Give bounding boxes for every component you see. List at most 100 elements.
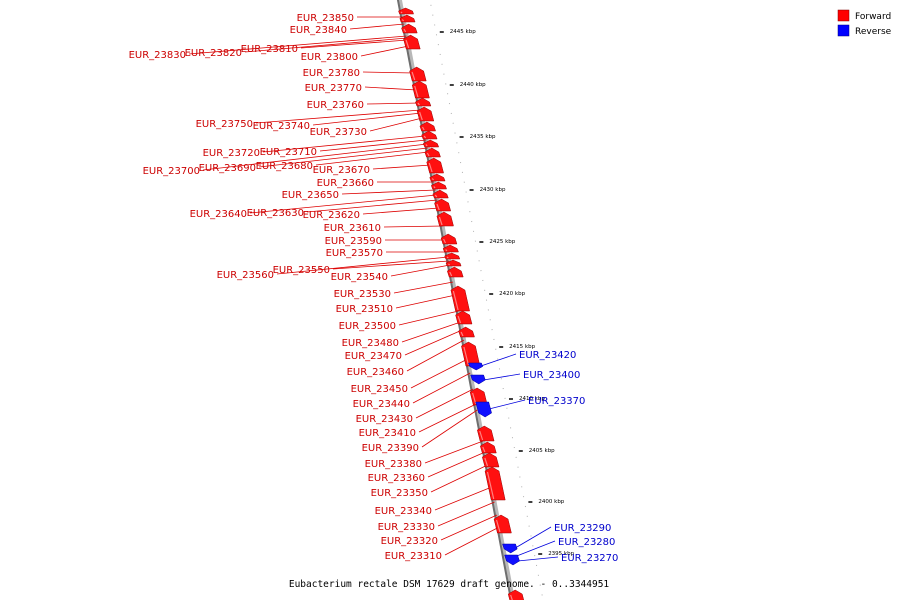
forward-gene-label[interactable]: EUR_23640 — [190, 209, 247, 220]
forward-leader-line — [188, 35, 407, 55]
forward-gene-label[interactable]: EUR_23590 — [325, 236, 382, 247]
forward-leader-line — [362, 71, 414, 74]
forward-gene-label[interactable]: EUR_23530 — [334, 289, 391, 300]
gene-highlight — [431, 178, 435, 181]
forward-gene-label[interactable]: EUR_23690 — [199, 163, 256, 174]
gene-highlight — [452, 290, 459, 311]
forward-gene-label[interactable]: EUR_23730 — [310, 127, 367, 138]
forward-gene-label[interactable]: EUR_23750 — [196, 119, 253, 130]
forward-gene-label[interactable]: EUR_23770 — [305, 83, 362, 94]
gene-highlight — [495, 519, 501, 533]
forward-gene-label[interactable]: EUR_23570 — [326, 248, 383, 259]
forward-gene-label[interactable]: EUR_23350 — [371, 488, 428, 499]
reverse-gene-label[interactable]: EUR_23290 — [554, 523, 611, 534]
scale-tick-label: 2425 kbp — [489, 239, 515, 245]
forward-leader-line — [406, 339, 465, 372]
forward-gene-label[interactable]: EUR_23540 — [331, 272, 388, 283]
forward-leader-line — [319, 139, 427, 152]
forward-gene-label[interactable]: EUR_23610 — [324, 223, 381, 234]
forward-gene-label[interactable]: EUR_23410 — [359, 428, 416, 439]
forward-gene-label[interactable]: EUR_23680 — [256, 161, 313, 172]
forward-gene-label[interactable]: EUR_23720 — [203, 148, 260, 159]
forward-gene-label[interactable]: EUR_23310 — [385, 551, 442, 562]
forward-gene-label[interactable]: EUR_23820 — [185, 48, 242, 59]
forward-gene-label[interactable]: EUR_23620 — [303, 210, 360, 221]
forward-leader-line — [249, 194, 437, 214]
forward-gene-label[interactable]: EUR_23320 — [381, 536, 438, 547]
reverse-gene-block — [502, 543, 518, 554]
scale-track — [429, 0, 544, 600]
forward-gene-label[interactable]: EUR_23670 — [313, 165, 370, 176]
forward-gene-label[interactable]: EUR_23450 — [351, 384, 408, 395]
forward-gene-label[interactable]: EUR_23850 — [297, 13, 354, 24]
forward-leader-line — [427, 451, 486, 478]
scale-tick-label: 2410 kbp — [519, 396, 545, 402]
forward-gene-block — [484, 466, 506, 501]
forward-leader-line — [430, 464, 488, 493]
forward-gene-label[interactable]: EUR_23810 — [241, 44, 298, 55]
forward-gene-label[interactable]: EUR_23630 — [247, 208, 304, 219]
forward-gene-label[interactable]: EUR_23480 — [342, 338, 399, 349]
reverse-gene-block — [468, 362, 484, 371]
reverse-gene-label[interactable]: EUR_23370 — [528, 396, 585, 407]
forward-gene-block — [493, 514, 512, 534]
gene-highlight — [484, 457, 489, 467]
forward-leader-line — [421, 409, 478, 448]
forward-gene-label[interactable]: EUR_23460 — [347, 367, 404, 378]
gene-highlight — [446, 256, 449, 259]
reverse-gene-label[interactable]: EUR_23270 — [561, 553, 618, 564]
forward-leader-line — [418, 403, 477, 433]
forward-gene-label[interactable]: EUR_23430 — [356, 414, 413, 425]
genome-caption: Eubacterium rectale DSM 17629 draft geno… — [289, 579, 610, 590]
gene-highlight — [417, 102, 420, 106]
forward-gene-label[interactable]: EUR_23510 — [336, 304, 393, 315]
reverse-gene-label[interactable]: EUR_23280 — [558, 537, 615, 548]
gene-highlight — [421, 126, 425, 131]
gene-highlight — [463, 346, 470, 366]
forward-leader-line — [440, 514, 498, 541]
reverse-gene-label[interactable]: EUR_23420 — [519, 350, 576, 361]
forward-gene-label[interactable]: EUR_23550 — [273, 265, 330, 276]
forward-gene-label[interactable]: EUR_23500 — [339, 321, 396, 332]
gene-highlight — [428, 162, 433, 173]
gene-highlight — [433, 186, 436, 189]
forward-gene-label[interactable]: EUR_23780 — [303, 68, 360, 79]
forward-leader-line — [390, 264, 450, 277]
forward-gene-label[interactable]: EUR_23560 — [217, 270, 274, 281]
forward-leader-line — [349, 23, 405, 30]
reverse-leader-line — [516, 540, 556, 557]
forward-gene-label[interactable]: EUR_23800 — [301, 52, 358, 63]
forward-leader-line — [276, 256, 449, 275]
forward-leader-line — [332, 260, 450, 270]
forward-gene-label[interactable]: EUR_23760 — [307, 100, 364, 111]
gene-highlight — [400, 11, 403, 14]
gene-highlight — [443, 238, 446, 244]
forward-gene-label[interactable]: EUR_23440 — [353, 399, 410, 410]
forward-gene-label[interactable]: EUR_23650 — [282, 190, 339, 201]
gene-highlight — [449, 271, 453, 277]
forward-gene-label[interactable]: EUR_23700 — [143, 166, 200, 177]
forward-leader-line — [398, 310, 459, 326]
forward-leader-line — [202, 143, 428, 171]
gene-highlight — [425, 144, 428, 147]
gene-highlight — [445, 249, 448, 252]
forward-gene-label[interactable]: EUR_23390 — [362, 443, 419, 454]
forward-gene-label[interactable]: EUR_23660 — [317, 178, 374, 189]
forward-leader-line — [366, 102, 420, 105]
forward-gene-label[interactable]: EUR_23360 — [368, 473, 425, 484]
forward-gene-label[interactable]: EUR_23840 — [290, 25, 347, 36]
reverse-gene-block — [470, 374, 486, 385]
reverse-gene-label[interactable]: EUR_23400 — [523, 370, 580, 381]
forward-gene-label[interactable]: EUR_23710 — [260, 147, 317, 158]
forward-gene-label[interactable]: EUR_23740 — [253, 121, 310, 132]
gene-highlight — [414, 85, 419, 98]
forward-gene-label[interactable]: EUR_23340 — [375, 506, 432, 517]
forward-gene-label[interactable]: EUR_23380 — [365, 459, 422, 470]
legend-forward-swatch — [837, 9, 850, 22]
forward-leader-line — [395, 294, 456, 309]
forward-leader-line — [244, 37, 408, 53]
forward-gene-label[interactable]: EUR_23470 — [345, 351, 402, 362]
forward-gene-label[interactable]: EUR_23830 — [129, 50, 186, 61]
reverse-leader-line — [515, 526, 552, 549]
forward-gene-label[interactable]: EUR_23330 — [378, 522, 435, 533]
